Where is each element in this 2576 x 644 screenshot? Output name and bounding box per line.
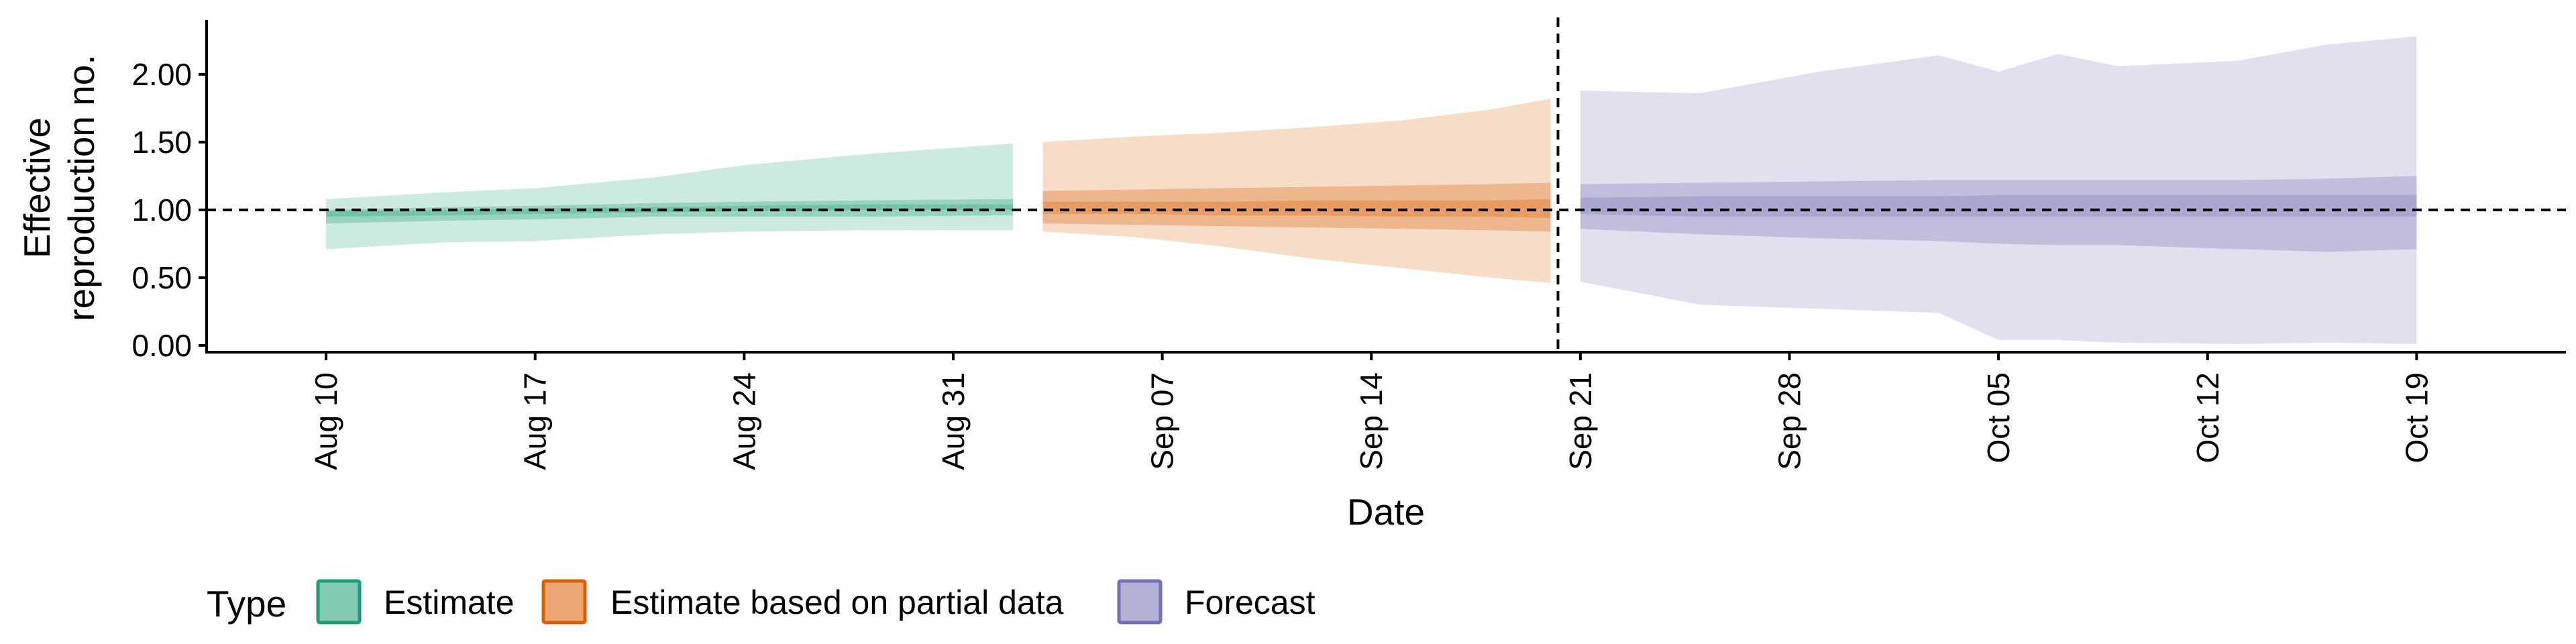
x-tick-label: Oct 19 — [2399, 372, 2434, 464]
legend-label-estimate: Estimate — [384, 584, 515, 621]
x-tick-label: Oct 12 — [2190, 372, 2225, 464]
y-ticks: 0.00 0.50 1.00 1.50 2.00 — [131, 57, 207, 363]
y-axis-title-line-1: Effective — [16, 117, 58, 258]
legend-label-partial: Estimate based on partial data — [610, 584, 1064, 621]
legend-label-forecast: Forecast — [1185, 584, 1316, 621]
y-tick-label: 0.00 — [131, 328, 192, 363]
legend-key-forecast — [1117, 579, 1163, 625]
y-tick-label: 2.00 — [131, 57, 192, 92]
band-forecast-20 — [1580, 195, 2417, 217]
x-tick-label: Sep 14 — [1354, 372, 1389, 470]
band-forecast-90 — [1580, 36, 2417, 344]
legend: Type Estimate Estimate based on partial … — [207, 579, 1316, 625]
y-tick-label: 1.50 — [131, 125, 192, 160]
x-tick-label: Oct 05 — [1981, 372, 2016, 464]
reference-lines — [207, 17, 2566, 352]
band-layer — [326, 36, 2417, 344]
x-tick-label: Aug 10 — [309, 372, 343, 470]
x-tick-label: Sep 21 — [1563, 372, 1598, 470]
x-tick-label: Aug 17 — [518, 372, 553, 470]
x-axis-title: Date — [1347, 491, 1425, 533]
band-estimate-based-on-partial-data-20 — [1042, 199, 1551, 218]
band-forecast-50 — [1580, 176, 2417, 252]
legend-key-partial — [541, 579, 587, 625]
x-tick-label: Aug 31 — [936, 372, 971, 470]
y-tick-label: 0.50 — [131, 260, 192, 295]
x-tick-label: Sep 07 — [1145, 372, 1180, 470]
legend-title: Type — [207, 583, 286, 625]
y-axis-title: Effective reproduction no. — [16, 54, 102, 321]
band-estimate-20 — [326, 204, 1014, 217]
legend-key-estimate — [316, 579, 362, 625]
band-estimate-based-on-partial-data-90 — [1042, 99, 1551, 283]
x-ticks: Aug 10 Aug 17 Aug 24 Aug 31 Sep 07 Sep 14 Sep … — [309, 352, 2434, 470]
x-tick-label: Sep 28 — [1772, 372, 1807, 470]
band-estimate-based-on-partial-data-50 — [1042, 182, 1551, 232]
y-tick-label: 1.00 — [131, 193, 192, 227]
band-estimate-50 — [326, 199, 1014, 224]
x-tick-label: Aug 24 — [727, 372, 761, 470]
y-axis-title-line-2: reproduction no. — [60, 54, 102, 321]
band-estimate-90 — [326, 143, 1014, 250]
